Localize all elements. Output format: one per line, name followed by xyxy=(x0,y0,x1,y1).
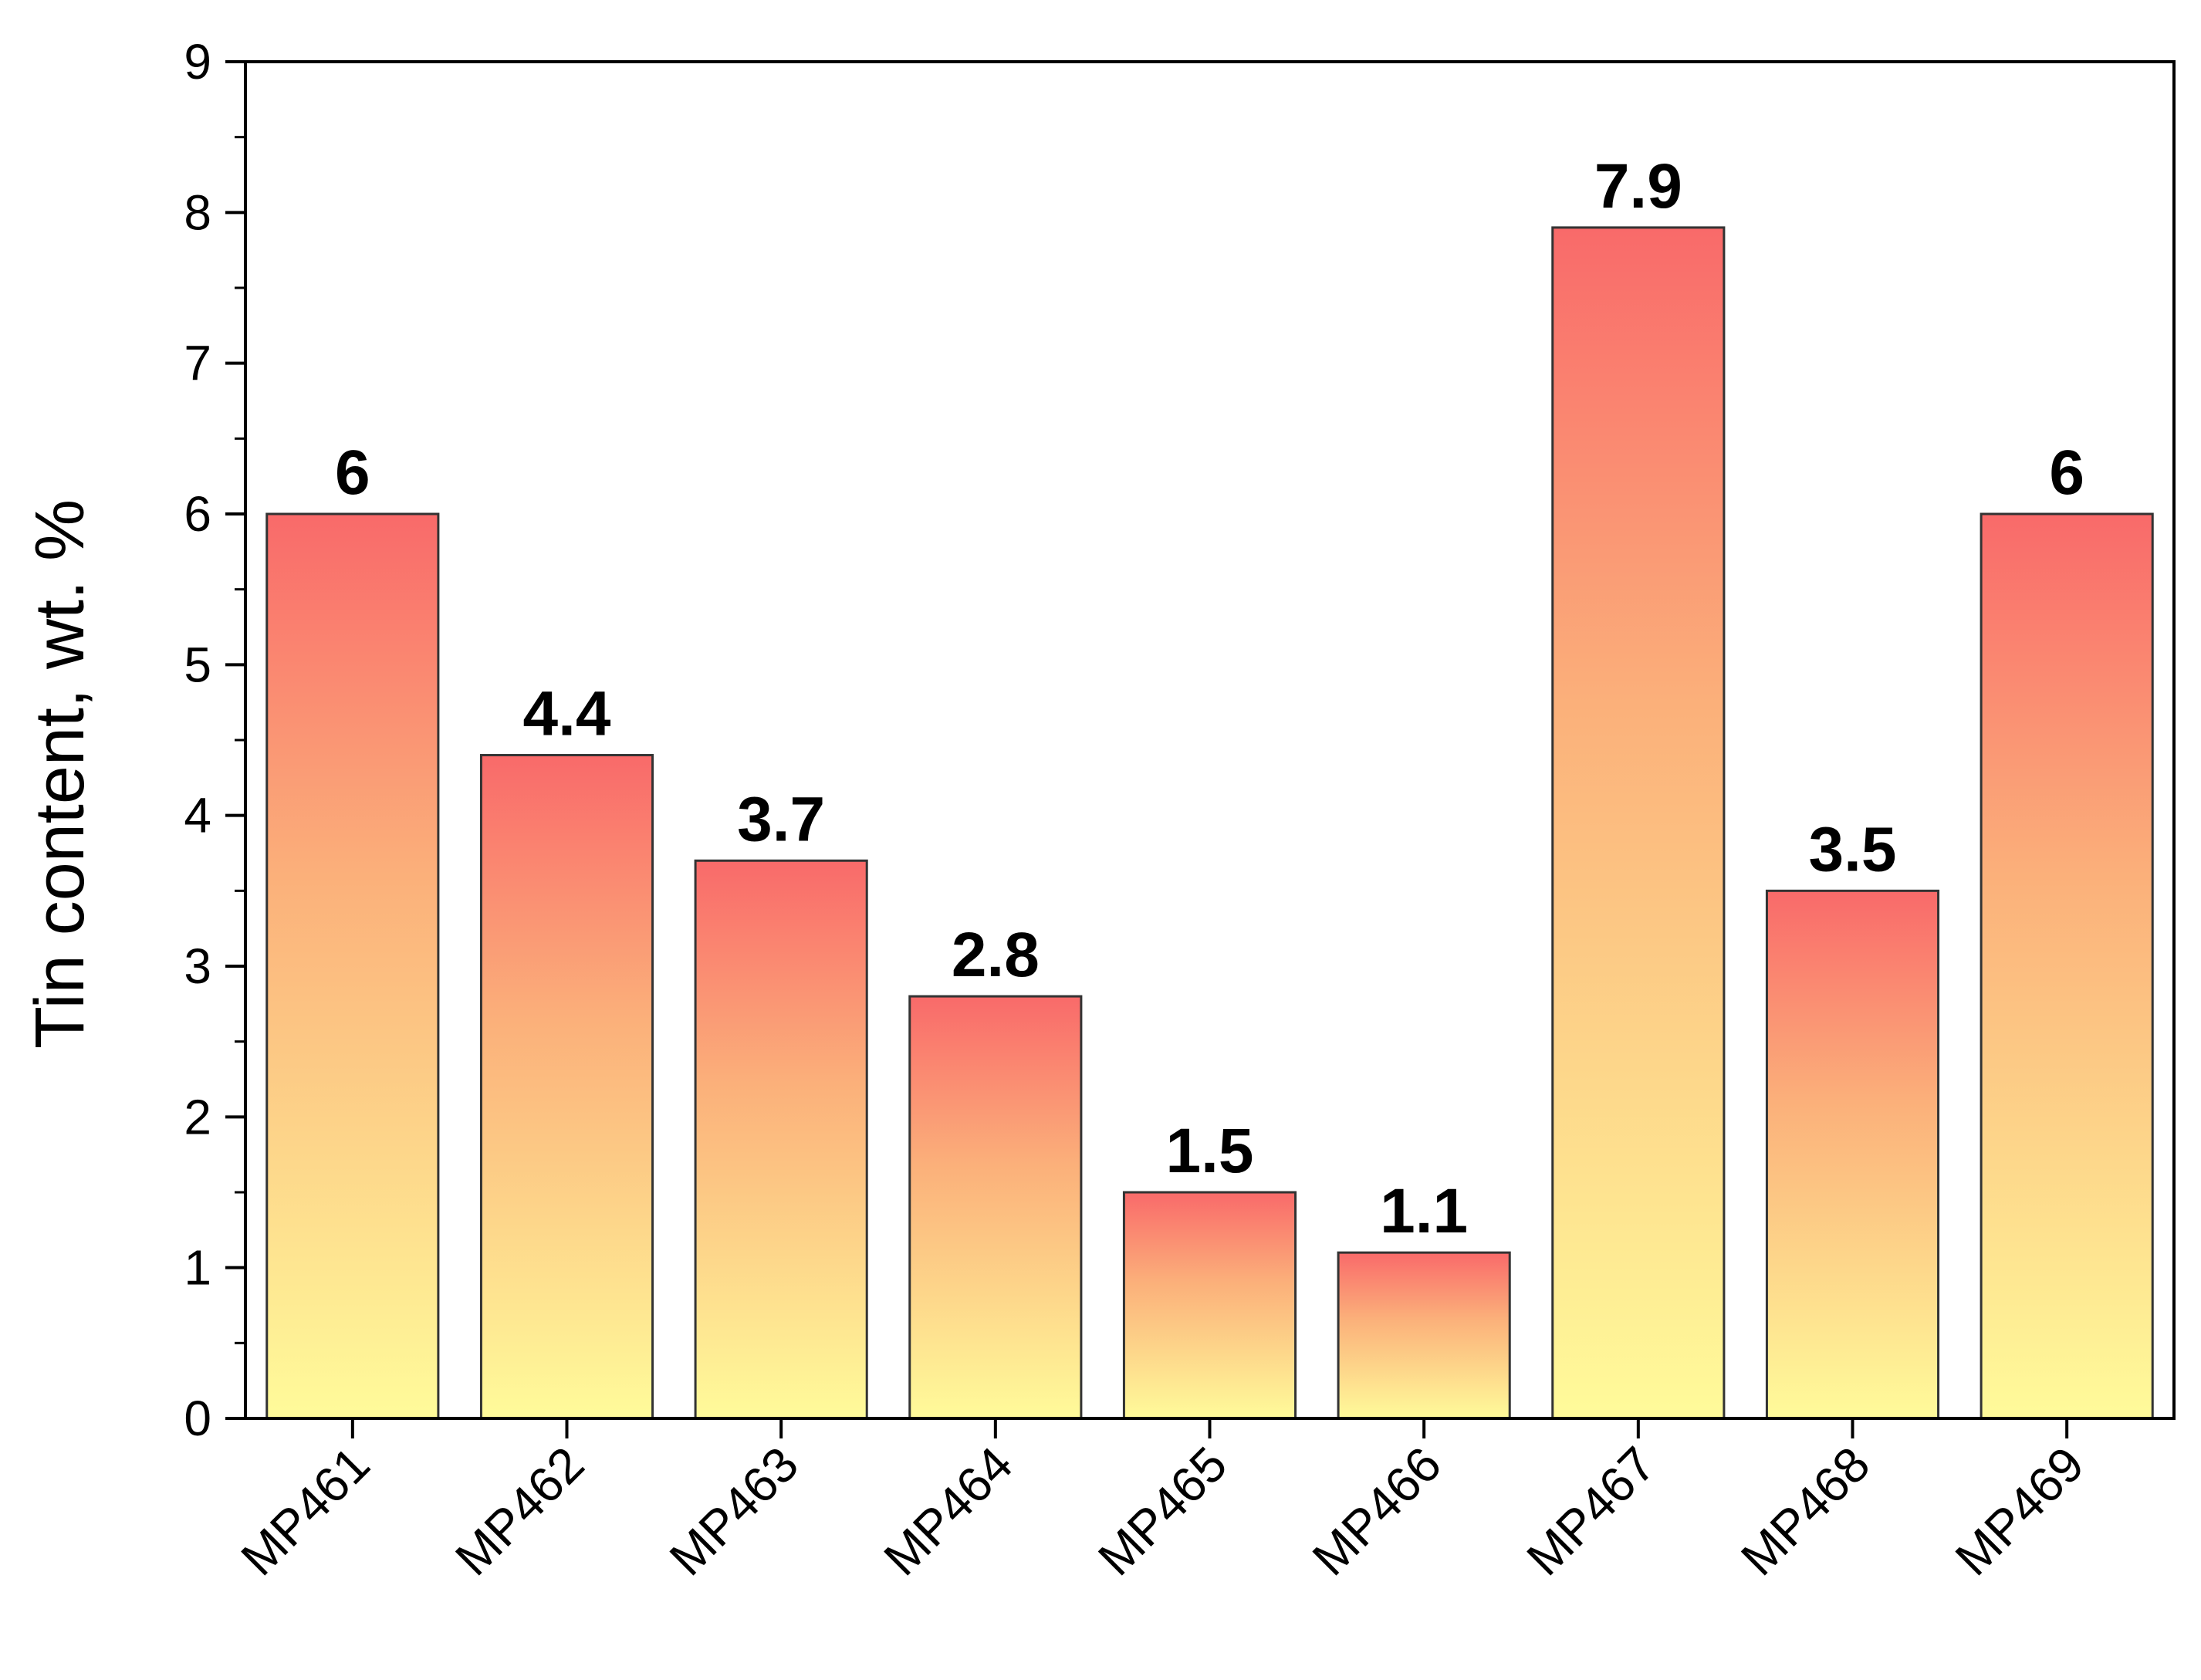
data-label-MP464: 2.8 xyxy=(952,920,1040,990)
x-tick-label-MP469: MP469 xyxy=(1945,1436,2094,1586)
x-tick-label-MP465: MP465 xyxy=(1087,1436,1237,1586)
data-label-MP468: 3.5 xyxy=(1809,814,1897,884)
x-tick-label-MP463: MP463 xyxy=(659,1436,809,1586)
bar-MP467 xyxy=(1551,226,1726,1420)
y-axis-title: Tin content, wt. % xyxy=(22,499,99,1049)
data-label-MP469: 6 xyxy=(2049,438,2084,508)
data-label-MP462: 4.4 xyxy=(523,679,611,749)
bar-MP461 xyxy=(265,512,440,1420)
bar-MP465 xyxy=(1122,1191,1297,1420)
x-tick-label-MP468: MP468 xyxy=(1730,1436,1880,1586)
x-tick-label-MP461: MP461 xyxy=(230,1436,380,1586)
x-tick-label-MP466: MP466 xyxy=(1302,1436,1452,1586)
data-label-MP467: 7.9 xyxy=(1594,151,1682,221)
y-tick-label-2: 2 xyxy=(184,1089,211,1144)
bar-MP469 xyxy=(1980,512,2154,1420)
y-tick-label-7: 7 xyxy=(184,336,211,391)
bar-MP466 xyxy=(1337,1251,1511,1420)
y-tick-label-9: 9 xyxy=(184,34,211,90)
bar-MP464 xyxy=(908,995,1083,1420)
y-tick-label-0: 0 xyxy=(184,1391,211,1446)
x-tick-label-MP462: MP462 xyxy=(445,1436,594,1586)
y-tick-label-1: 1 xyxy=(184,1240,211,1296)
bar-MP468 xyxy=(1765,889,1940,1420)
y-tick-label-8: 8 xyxy=(184,184,211,240)
data-label-MP465: 1.5 xyxy=(1166,1116,1254,1186)
bars-group xyxy=(265,226,2154,1420)
x-tick-label-MP467: MP467 xyxy=(1516,1436,1665,1586)
y-tick-label-4: 4 xyxy=(184,788,211,843)
y-tick-label-6: 6 xyxy=(184,486,211,542)
data-label-MP466: 1.1 xyxy=(1380,1176,1468,1246)
axes-group xyxy=(225,60,2176,1438)
data-label-MP463: 3.7 xyxy=(737,784,825,854)
y-tick-label-5: 5 xyxy=(184,637,211,692)
data-label-MP461: 6 xyxy=(335,438,370,508)
x-tick-label-MP464: MP464 xyxy=(873,1436,1023,1586)
y-tick-label-3: 3 xyxy=(184,938,211,994)
bar-MP463 xyxy=(694,859,868,1420)
bar-MP462 xyxy=(479,754,654,1420)
